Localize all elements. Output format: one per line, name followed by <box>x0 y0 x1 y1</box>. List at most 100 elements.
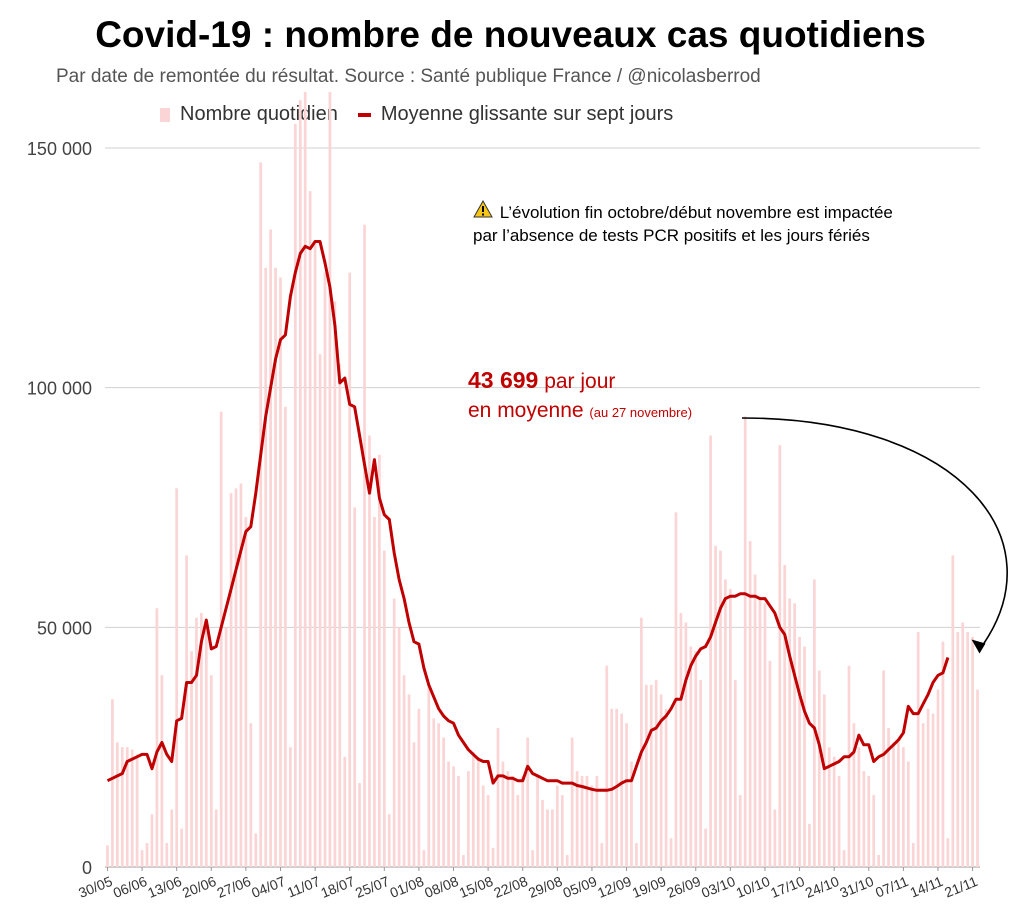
note-line-1: L’évolution fin octobre/début novembre e… <box>499 203 893 222</box>
daily-bar <box>892 742 895 867</box>
daily-bar <box>679 612 683 867</box>
daily-bar <box>293 124 297 867</box>
callout-arrowhead <box>971 639 986 654</box>
daily-bar <box>852 723 856 867</box>
daily-bar <box>649 684 653 867</box>
chart-title: Covid-19 : nombre de nouveaux cas quotid… <box>95 14 926 55</box>
daily-bar <box>536 775 539 867</box>
daily-bar <box>926 708 930 867</box>
daily-bar <box>704 828 707 867</box>
daily-bar <box>877 855 881 867</box>
daily-bar <box>422 850 426 867</box>
y-tick-label: 100 000 <box>27 379 92 399</box>
daily-bar <box>906 761 910 867</box>
daily-bar <box>763 603 767 867</box>
daily-bar <box>916 632 920 867</box>
x-tick-label: 11/07 <box>285 873 323 901</box>
daily-bar <box>308 191 312 867</box>
daily-bar <box>328 92 332 867</box>
daily-bar <box>822 694 826 867</box>
daily-bar <box>827 747 831 867</box>
daily-bar <box>758 598 762 867</box>
note-line-2: par l’absence de tests PCR positifs et l… <box>473 226 870 245</box>
daily-bar <box>363 224 366 867</box>
daily-bar <box>798 636 801 867</box>
daily-bar <box>511 775 515 867</box>
daily-bar <box>961 622 965 867</box>
x-tick-label: 04/07 <box>249 873 288 901</box>
daily-bar <box>546 809 549 867</box>
daily-bar <box>832 756 836 867</box>
daily-bar <box>778 445 782 867</box>
daily-bar <box>541 799 544 867</box>
daily-bar <box>204 627 208 867</box>
daily-bar <box>605 665 609 867</box>
daily-bar <box>847 665 851 867</box>
daily-bar <box>264 267 268 867</box>
daily-bar <box>115 742 119 867</box>
x-tick-label: 07/11 <box>873 873 911 901</box>
callout-average: 43 699 par jour en moyenne (au 27 novemb… <box>468 366 692 427</box>
daily-bar <box>813 579 816 867</box>
daily-bar <box>595 775 599 867</box>
x-tick-label: 17/10 <box>768 873 807 901</box>
daily-bar <box>902 747 905 867</box>
x-tick-label: 14/11 <box>908 873 946 901</box>
warning-icon <box>473 199 495 224</box>
daily-bar <box>358 783 361 867</box>
daily-bar <box>516 795 520 867</box>
chart-legend: Nombre quotidien Moyenne glissante sur s… <box>160 103 673 126</box>
daily-bar <box>630 761 633 867</box>
x-tick-label: 27/06 <box>215 873 254 901</box>
daily-bar <box>664 708 668 867</box>
daily-bar <box>180 828 183 867</box>
daily-bar <box>936 689 940 867</box>
x-tick-label: 10/10 <box>734 873 773 901</box>
daily-bar <box>506 771 510 867</box>
daily-bar <box>125 747 129 867</box>
x-tick-label: 15/08 <box>457 873 496 901</box>
daily-bar <box>585 775 589 867</box>
daily-bar <box>417 708 421 867</box>
daily-bar <box>555 785 559 867</box>
legend-bar-label: Nombre quotidien <box>180 103 338 125</box>
daily-bar <box>674 512 678 867</box>
daily-bar <box>570 737 574 867</box>
x-tick-label: 29/08 <box>526 873 565 901</box>
x-tick-label: 13/06 <box>145 873 184 901</box>
daily-bar <box>190 651 193 867</box>
daily-bar <box>956 632 960 867</box>
daily-bar <box>921 723 925 867</box>
daily-bar <box>412 742 416 867</box>
daily-bar <box>575 771 579 867</box>
callout-arrow <box>741 417 1008 651</box>
callout-text-1: par jour <box>538 370 616 393</box>
daily-bar <box>397 627 401 867</box>
daily-bar <box>714 545 717 867</box>
daily-bar <box>229 493 233 867</box>
daily-bar <box>931 713 935 867</box>
daily-bar <box>640 617 643 867</box>
daily-bar <box>279 277 282 867</box>
daily-bar <box>185 555 188 867</box>
x-tick-label: 12/09 <box>595 873 634 901</box>
daily-bar <box>738 795 742 867</box>
daily-bar <box>195 617 198 867</box>
daily-bar <box>600 843 604 867</box>
legend-line-label: Moyenne glissante sur sept jours <box>380 103 674 125</box>
daily-bar <box>219 411 223 867</box>
daily-bar <box>689 646 693 867</box>
daily-bar <box>382 550 386 867</box>
daily-bar <box>284 406 287 867</box>
daily-bar <box>491 847 495 867</box>
daily-bar <box>644 684 648 867</box>
daily-bar <box>887 727 890 867</box>
daily-bar <box>476 756 480 867</box>
daily-bar <box>338 363 342 867</box>
daily-bar <box>239 483 243 867</box>
legend-bar-swatch <box>160 107 170 122</box>
daily-bar <box>254 833 258 867</box>
daily-bar <box>348 272 352 867</box>
daily-bar <box>857 747 861 867</box>
